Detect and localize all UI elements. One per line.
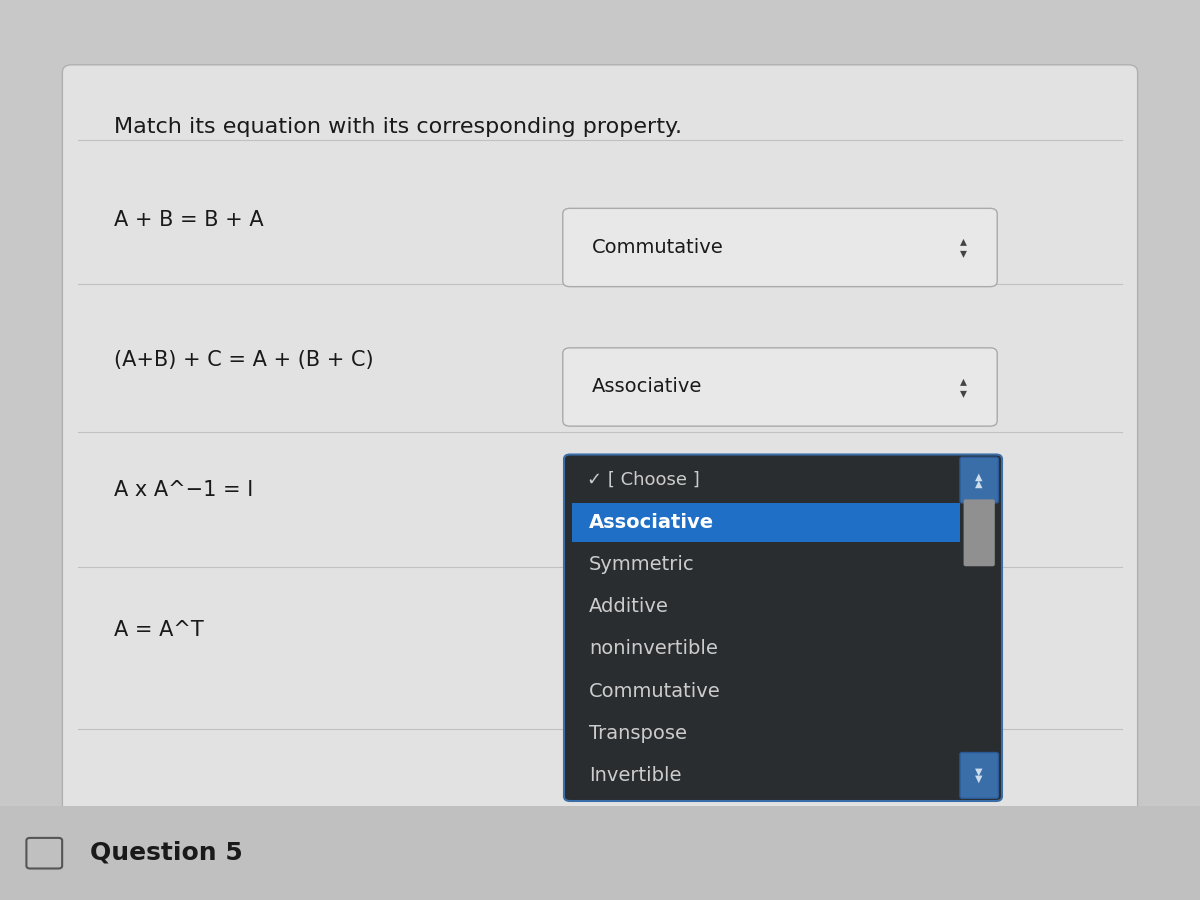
- Text: A = A^T: A = A^T: [114, 620, 204, 640]
- Text: ▼
▼: ▼ ▼: [976, 767, 983, 784]
- FancyBboxPatch shape: [563, 209, 997, 286]
- FancyBboxPatch shape: [0, 806, 1200, 900]
- FancyBboxPatch shape: [563, 348, 997, 427]
- Text: Question 5: Question 5: [90, 841, 242, 864]
- Text: Associative: Associative: [592, 377, 702, 397]
- Text: ▴
▾: ▴ ▾: [960, 374, 967, 400]
- FancyBboxPatch shape: [564, 454, 1002, 801]
- Text: (A+B) + C = A + (B + C): (A+B) + C = A + (B + C): [114, 350, 373, 370]
- Text: ✓ [ Choose ]: ✓ [ Choose ]: [587, 471, 700, 489]
- FancyBboxPatch shape: [964, 500, 995, 566]
- Text: Associative: Associative: [589, 513, 714, 532]
- FancyBboxPatch shape: [572, 503, 960, 542]
- FancyBboxPatch shape: [26, 838, 62, 868]
- FancyBboxPatch shape: [960, 752, 998, 798]
- Text: A x A^−1 = I: A x A^−1 = I: [114, 481, 253, 500]
- Text: ▴
▾: ▴ ▾: [960, 235, 967, 260]
- FancyBboxPatch shape: [960, 457, 998, 503]
- Text: noninvertible: noninvertible: [589, 639, 718, 658]
- Text: Commutative: Commutative: [592, 238, 724, 257]
- Text: Invertible: Invertible: [589, 766, 682, 785]
- Text: Additive: Additive: [589, 598, 670, 616]
- Text: Symmetric: Symmetric: [589, 555, 695, 574]
- Text: Transpose: Transpose: [589, 724, 688, 742]
- Text: Commutative: Commutative: [589, 681, 721, 700]
- Text: A + B = B + A: A + B = B + A: [114, 211, 264, 230]
- Text: Match its equation with its corresponding property.: Match its equation with its correspondin…: [114, 117, 682, 137]
- Text: ▲
▲: ▲ ▲: [976, 472, 983, 489]
- FancyBboxPatch shape: [62, 65, 1138, 817]
